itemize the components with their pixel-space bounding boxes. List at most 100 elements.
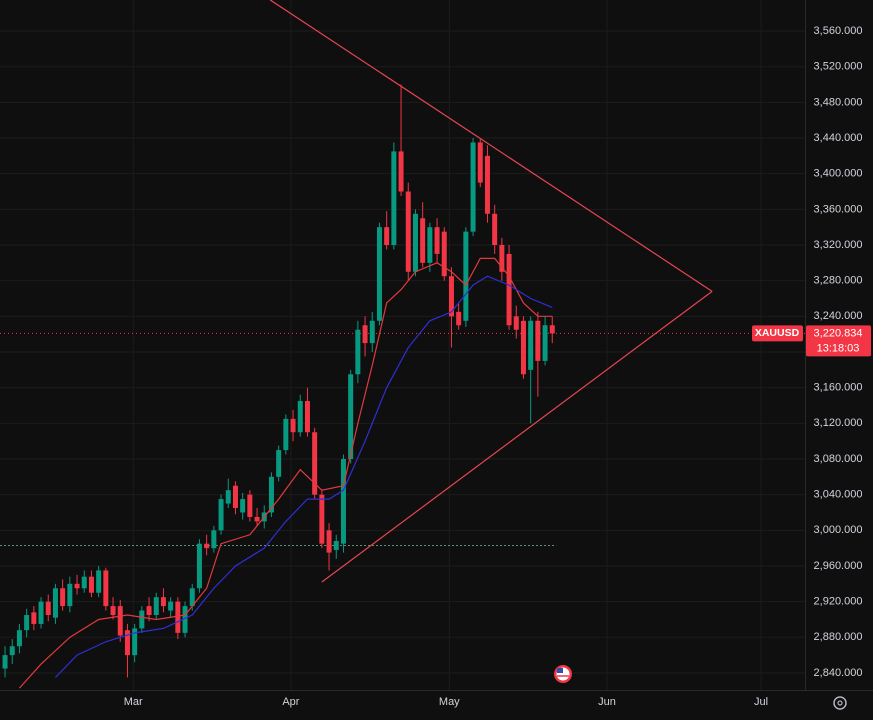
candle-body [412, 213, 418, 272]
y-tick-label: 3,120.000 [814, 417, 863, 429]
candle-body [153, 597, 159, 616]
y-tick-label: 3,280.000 [814, 275, 863, 287]
candle-body [535, 320, 541, 361]
candle-body [117, 606, 123, 636]
candle-body [492, 213, 498, 246]
candle-body [319, 494, 325, 544]
candle-body [88, 576, 94, 593]
candle-body [312, 432, 318, 495]
candle-body [499, 245, 505, 272]
candle-body [196, 543, 202, 589]
candle-body [369, 320, 375, 344]
candle-body [247, 494, 253, 517]
flag-icon[interactable] [554, 665, 572, 683]
y-tick-label: 3,240.000 [814, 310, 863, 322]
y-tick-label: 3,480.000 [814, 96, 863, 108]
candle-body [506, 253, 512, 326]
x-tick-label: Apr [282, 696, 299, 708]
candle-body [2, 655, 8, 669]
y-tick-label: 3,520.000 [814, 61, 863, 73]
candle-body [38, 601, 44, 624]
y-tick-label: 3,560.000 [814, 25, 863, 37]
candle-body [362, 325, 368, 344]
gear[interactable] [833, 696, 847, 710]
candle-body [405, 191, 411, 272]
candle-body [175, 601, 181, 633]
y-tick-label: 3,440.000 [814, 132, 863, 144]
y-tick-label: 3,040.000 [814, 489, 863, 501]
candle-body [348, 374, 354, 459]
candle-body [384, 227, 390, 246]
trendline [269, 0, 713, 292]
candle-body [441, 231, 447, 277]
candle-body [16, 630, 22, 647]
y-tick-label: 3,360.000 [814, 203, 863, 215]
candle-body [74, 583, 80, 589]
price-tag [806, 325, 871, 357]
candle-body [60, 588, 66, 607]
candle-body [283, 418, 289, 451]
candle-body [268, 476, 274, 513]
candle-body [549, 325, 555, 334]
candle-body [81, 576, 87, 589]
candle-body [139, 610, 145, 629]
candle-body [146, 606, 152, 616]
x-tick-label: May [439, 696, 460, 708]
y-tick-label: 2,880.000 [814, 631, 863, 643]
candle-body [477, 142, 483, 183]
trendline [321, 290, 713, 583]
y-tick-label: 3,320.000 [814, 239, 863, 251]
candle-body [528, 320, 534, 370]
symbol-label: XAUUSD [755, 327, 800, 339]
y-tick-label: 2,960.000 [814, 560, 863, 572]
candle-body [290, 418, 296, 433]
candle-body [218, 499, 224, 531]
candle-body [513, 316, 519, 330]
y-tick-label: 3,400.000 [814, 168, 863, 180]
candle-body [254, 516, 260, 522]
candle-body [463, 231, 469, 321]
candle-body [326, 530, 332, 553]
y-tick-label: 2,840.000 [814, 667, 863, 679]
candle-body [103, 570, 109, 607]
y-tick-label: 3,000.000 [814, 524, 863, 536]
settings-icon[interactable] [833, 696, 847, 710]
candle-body [182, 606, 188, 633]
candle-body [297, 401, 303, 433]
candle-body [355, 329, 361, 375]
countdown-label: 13:18:03 [817, 342, 860, 354]
candle-body [398, 151, 404, 192]
candle-body [340, 458, 346, 544]
candle-body [276, 450, 282, 477]
candle-body [304, 401, 310, 433]
candle-body [391, 151, 397, 246]
candle-body [110, 606, 116, 616]
candle-body [189, 588, 195, 607]
candle-body [434, 227, 440, 254]
candle-body [96, 570, 102, 593]
candle-body [160, 597, 166, 607]
candle-body [448, 276, 454, 317]
moving-average [18, 257, 553, 689]
y-tick-label: 3,160.000 [814, 382, 863, 394]
candle-body [67, 583, 73, 607]
y-tick-label: 2,920.000 [814, 596, 863, 608]
candle-body [31, 612, 37, 624]
candle-body [132, 628, 138, 656]
moving-average [55, 275, 553, 678]
candle-body [124, 630, 130, 656]
candle-body [470, 142, 476, 232]
x-tick-label: Jul [754, 696, 768, 708]
candle-body [427, 227, 433, 263]
candle-body [520, 320, 526, 375]
candle-body [9, 646, 15, 656]
last-price-label: 3,220.834 [814, 327, 863, 339]
candle-body [225, 490, 231, 504]
flag-canton[interactable] [557, 668, 563, 673]
gear-center[interactable] [837, 700, 843, 706]
candle-body [240, 499, 246, 513]
x-tick-label: Jun [598, 696, 616, 708]
candle-body [333, 541, 339, 550]
